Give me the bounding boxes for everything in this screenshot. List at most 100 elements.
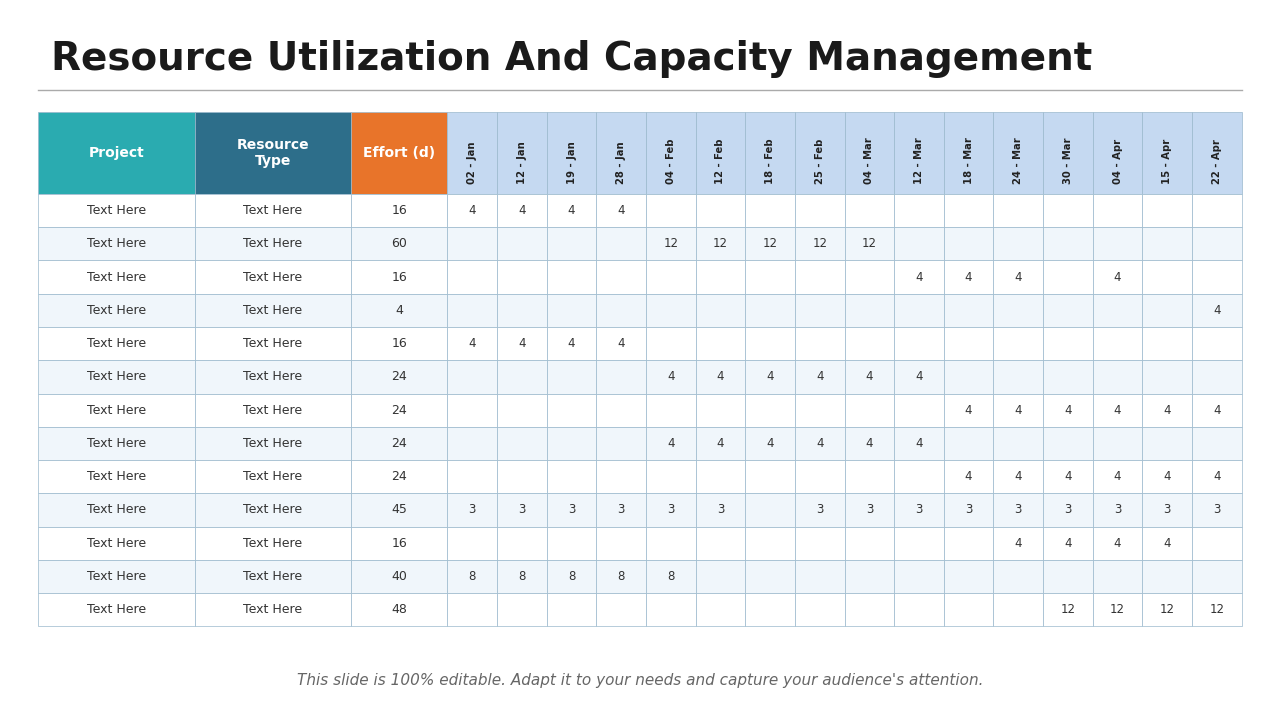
Text: 12 - Jan: 12 - Jan	[517, 141, 527, 184]
Text: 4: 4	[915, 370, 923, 384]
Text: 22 - Apr: 22 - Apr	[1212, 139, 1222, 184]
Text: 4: 4	[1015, 404, 1021, 417]
Text: 12: 12	[763, 238, 777, 251]
Text: 24: 24	[392, 370, 407, 384]
Text: 3: 3	[915, 503, 923, 516]
Text: Text Here: Text Here	[243, 503, 302, 516]
Text: 4: 4	[667, 437, 675, 450]
Text: 3: 3	[865, 503, 873, 516]
Text: 24: 24	[392, 404, 407, 417]
Text: 4: 4	[1213, 404, 1221, 417]
Text: Text Here: Text Here	[87, 370, 146, 384]
Text: 12: 12	[1160, 603, 1175, 616]
Text: 4: 4	[717, 437, 724, 450]
Text: 4: 4	[815, 437, 823, 450]
Text: 3: 3	[717, 503, 724, 516]
Text: 3: 3	[1213, 503, 1220, 516]
Text: 4: 4	[865, 437, 873, 450]
Text: 4: 4	[1114, 470, 1121, 483]
Text: 8: 8	[518, 570, 526, 583]
Text: 3: 3	[1064, 503, 1071, 516]
Text: Text Here: Text Here	[87, 271, 146, 284]
Text: 16: 16	[392, 204, 407, 217]
Text: 4: 4	[965, 271, 973, 284]
Text: 3: 3	[1164, 503, 1171, 516]
Text: Text Here: Text Here	[87, 404, 146, 417]
Text: Text Here: Text Here	[87, 536, 146, 550]
Text: 3: 3	[468, 503, 476, 516]
Text: 4: 4	[1164, 404, 1171, 417]
Text: 4: 4	[1164, 470, 1171, 483]
Text: 4: 4	[965, 470, 973, 483]
Text: 4: 4	[568, 337, 575, 350]
Text: This slide is 100% editable. Adapt it to your needs and capture your audience's : This slide is 100% editable. Adapt it to…	[297, 672, 983, 688]
Text: 24 - Mar: 24 - Mar	[1014, 138, 1023, 184]
Text: 12 - Feb: 12 - Feb	[716, 138, 726, 184]
Text: Text Here: Text Here	[243, 437, 302, 450]
Text: Text Here: Text Here	[243, 271, 302, 284]
Text: Text Here: Text Here	[87, 304, 146, 317]
Text: 4: 4	[617, 337, 625, 350]
Text: Text Here: Text Here	[87, 570, 146, 583]
Text: Text Here: Text Here	[243, 536, 302, 550]
Text: 3: 3	[965, 503, 973, 516]
Text: 4: 4	[815, 370, 823, 384]
Text: Resource
Type: Resource Type	[237, 138, 310, 168]
Text: 12 - Mar: 12 - Mar	[914, 138, 924, 184]
Text: 18 - Mar: 18 - Mar	[964, 138, 974, 184]
Text: 4: 4	[1015, 470, 1021, 483]
Text: Text Here: Text Here	[243, 337, 302, 350]
Text: 4: 4	[767, 370, 774, 384]
Text: 4: 4	[1114, 404, 1121, 417]
Text: 28 - Jan: 28 - Jan	[616, 141, 626, 184]
Text: Text Here: Text Here	[87, 437, 146, 450]
Text: 4: 4	[1114, 271, 1121, 284]
Text: 8: 8	[667, 570, 675, 583]
Text: 12: 12	[663, 238, 678, 251]
Text: 04 - Mar: 04 - Mar	[864, 138, 874, 184]
Text: 3: 3	[667, 503, 675, 516]
Text: 4: 4	[518, 204, 526, 217]
Text: 18 - Feb: 18 - Feb	[765, 138, 776, 184]
Text: 16: 16	[392, 271, 407, 284]
Text: 4: 4	[865, 370, 873, 384]
Text: 3: 3	[568, 503, 575, 516]
Text: Text Here: Text Here	[87, 503, 146, 516]
Text: 4: 4	[965, 404, 973, 417]
Text: 04 - Apr: 04 - Apr	[1112, 139, 1123, 184]
Text: 12: 12	[713, 238, 728, 251]
Text: Text Here: Text Here	[243, 304, 302, 317]
Text: 16: 16	[392, 536, 407, 550]
Text: Text Here: Text Here	[243, 370, 302, 384]
Text: 3: 3	[617, 503, 625, 516]
Text: 4: 4	[767, 437, 774, 450]
Text: 3: 3	[518, 503, 526, 516]
Text: 24: 24	[392, 437, 407, 450]
Text: 12: 12	[813, 238, 827, 251]
Text: 40: 40	[392, 570, 407, 583]
Text: 15 - Apr: 15 - Apr	[1162, 139, 1172, 184]
Text: 12: 12	[1060, 603, 1075, 616]
Text: Project: Project	[88, 145, 145, 160]
Text: Text Here: Text Here	[243, 404, 302, 417]
Text: Text Here: Text Here	[243, 603, 302, 616]
Text: Text Here: Text Here	[243, 238, 302, 251]
Text: 3: 3	[1015, 503, 1021, 516]
Text: 24: 24	[392, 470, 407, 483]
Text: Effort (d): Effort (d)	[364, 145, 435, 160]
Text: 4: 4	[915, 271, 923, 284]
Text: 48: 48	[392, 603, 407, 616]
Text: Resource Utilization And Capacity Management: Resource Utilization And Capacity Manage…	[51, 40, 1092, 78]
Text: 8: 8	[468, 570, 476, 583]
Text: 4: 4	[1015, 271, 1021, 284]
Text: Text Here: Text Here	[87, 470, 146, 483]
Text: 4: 4	[1064, 536, 1071, 550]
Text: 4: 4	[717, 370, 724, 384]
Text: Text Here: Text Here	[87, 238, 146, 251]
Text: 3: 3	[1114, 503, 1121, 516]
Text: 8: 8	[617, 570, 625, 583]
Text: 4: 4	[1164, 536, 1171, 550]
Text: 60: 60	[392, 238, 407, 251]
Text: Text Here: Text Here	[243, 470, 302, 483]
Text: 02 - Jan: 02 - Jan	[467, 142, 477, 184]
